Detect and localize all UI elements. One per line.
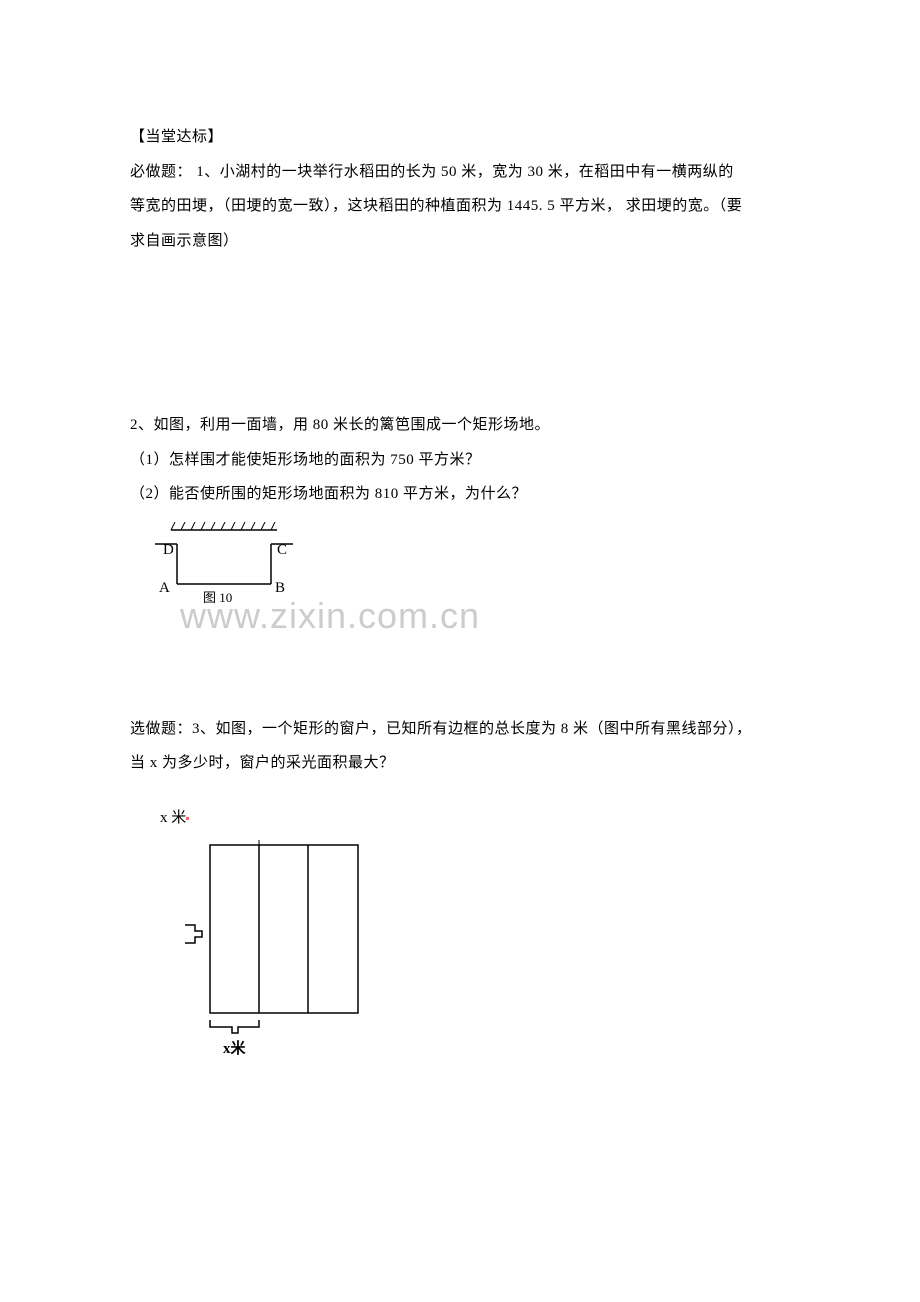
vertex-a-label: A	[159, 580, 170, 596]
figure-label: 图 10	[203, 590, 232, 605]
vertex-b-label: B	[275, 580, 285, 596]
wall-label: 墙	[213, 522, 226, 523]
vertex-d-label: D	[163, 542, 174, 558]
problem1-line1: 必做题： 1、小湖村的一块举行水稻田的长为 50 米，宽为 30 米，在稻田中有…	[130, 155, 790, 190]
problem1-line2: 等宽的田埂，（田埂的宽一致），这块稻田的种植面积为 1445. 5 平方米， 求…	[130, 189, 790, 224]
diagram2-bottom-label: x米	[223, 1039, 247, 1057]
problem2-line1: 2、如图，利用一面墙，用 80 米长的篱笆围成一个矩形场地。	[130, 408, 790, 443]
problem2-line3: （2）能否使所围的矩形场地面积为 810 平方米，为什么？	[130, 477, 790, 512]
diagram2-window: x米	[170, 835, 420, 1065]
diagram1-wall-rectangle: 墙 D C A B 图 10	[135, 522, 335, 612]
problem3-line2: 当 x 为多少时，窗户的采光面积最大？	[130, 746, 790, 781]
problem1-line3: 求自画示意图）	[130, 224, 790, 259]
problem2-line2: （1）怎样围才能使矩形场地的面积为 750 平方米？	[130, 443, 790, 478]
section-header: 【当堂达标】	[130, 120, 790, 155]
diagram2-top-label: x 米	[160, 806, 790, 827]
vertex-c-label: C	[277, 542, 287, 558]
problem3-line1: 选做题：3、如图，一个矩形的窗户，已知所有边框的总长度为 8 米（图中所有黑线部…	[130, 712, 790, 747]
